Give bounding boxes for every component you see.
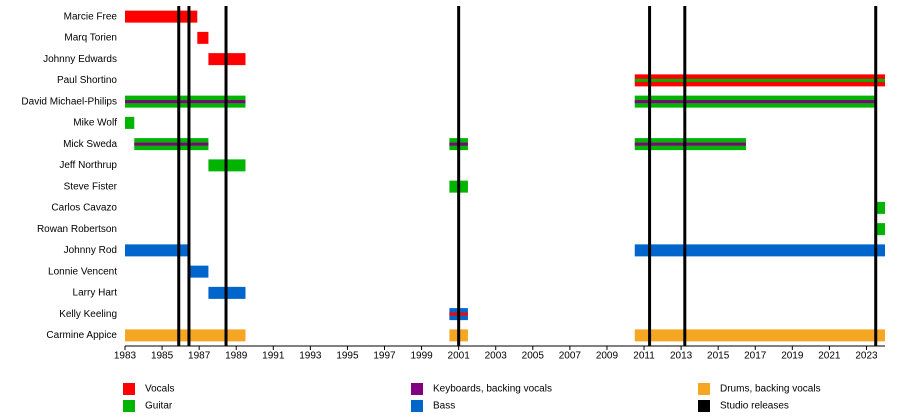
x-tick-label: 2007 [559, 351, 582, 362]
legend-swatch [411, 383, 423, 395]
tenure-bar [875, 201, 885, 214]
tenure-bar [197, 31, 209, 44]
x-tick-label: 2017 [744, 351, 767, 362]
legend-swatch [411, 400, 423, 412]
tenure-bar [125, 244, 189, 257]
legend-swatch [698, 383, 710, 395]
member-label: Steve Fister [64, 181, 118, 192]
x-tick-label: 2003 [485, 351, 508, 362]
member-label: Larry Hart [73, 288, 118, 299]
x-tick-label: 2009 [596, 351, 619, 362]
role-stripe [125, 100, 246, 104]
role-stripe [134, 142, 209, 146]
x-tick-label: 2011 [633, 351, 655, 362]
x-tick-label: 2021 [818, 351, 841, 362]
role-stripe [634, 78, 885, 82]
tenure-bar [634, 244, 885, 257]
role-stripe [634, 142, 746, 146]
tenure-bar [188, 265, 209, 278]
x-tick-label: 1983 [114, 351, 137, 362]
member-label: Carmine Appice [46, 330, 117, 341]
member-label: Marq Torien [64, 33, 117, 44]
x-tick-label: 2015 [707, 351, 730, 362]
member-label: Johnny Rod [64, 245, 117, 256]
member-label: Mick Sweda [63, 139, 117, 150]
x-tick-label: 1989 [225, 351, 248, 362]
x-tick-label: 2019 [781, 351, 804, 362]
legend-label: Drums, backing vocals [720, 384, 821, 395]
legend-label: Vocals [145, 384, 174, 395]
x-tick-label: 1997 [373, 351, 396, 362]
legend-label: Guitar [145, 401, 173, 412]
role-stripe [634, 100, 876, 104]
x-tick-label: 2001 [448, 351, 471, 362]
x-tick-label: 1985 [151, 351, 174, 362]
x-tick-label: 1993 [299, 351, 322, 362]
member-label: Jeff Northrup [59, 160, 117, 171]
legend-label: Bass [433, 401, 455, 412]
legend-swatch [698, 400, 710, 412]
x-tick-label: 1991 [262, 351, 285, 362]
x-tick-label: 2005 [522, 351, 545, 362]
x-tick-label: 2013 [670, 351, 693, 362]
legend-swatch [123, 383, 135, 395]
tenure-bar [634, 329, 885, 342]
member-label: Marcie Free [64, 11, 118, 22]
member-label: Johnny Edwards [43, 54, 117, 65]
legend-label: Keyboards, backing vocals [433, 384, 552, 395]
x-tick-label: 1987 [188, 351, 211, 362]
legend-swatch [123, 400, 135, 412]
member-label: Lonnie Vencent [48, 266, 117, 277]
x-tick-label: 1999 [410, 351, 433, 362]
member-label: Carlos Cavazo [51, 203, 117, 214]
tenure-bar [125, 116, 135, 129]
legend-label: Studio releases [720, 401, 789, 412]
member-label: Rowan Robertson [37, 224, 117, 235]
x-tick-label: 1995 [336, 351, 359, 362]
member-label: David Michael-Philips [21, 96, 117, 107]
tenure-bar [125, 10, 198, 23]
tenure-bar [875, 223, 885, 236]
member-label: Kelly Keeling [59, 309, 117, 320]
x-tick-label: 2023 [855, 351, 878, 362]
member-label: Paul Shortino [57, 75, 117, 86]
tenure-bar [125, 329, 246, 342]
member-label: Mike Wolf [73, 118, 117, 129]
